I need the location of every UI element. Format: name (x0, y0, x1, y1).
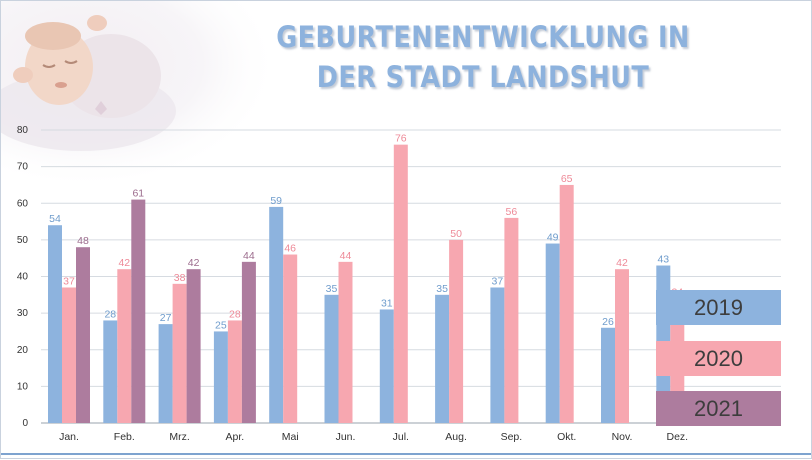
x-tick-label: Sep. (501, 431, 523, 443)
data-label-2019: 31 (381, 297, 393, 309)
bar-2019 (601, 327, 615, 423)
bar-2019 (490, 287, 505, 423)
y-tick-label: 60 (17, 198, 29, 209)
legend-label-2020: 2020 (694, 345, 743, 371)
x-tick-label: Dez. (667, 431, 689, 443)
x-tick-label: Apr. (226, 431, 245, 443)
y-tick-label: 70 (17, 162, 29, 173)
bar-2019 (269, 206, 284, 423)
legend-label-2021: 2021 (694, 395, 743, 421)
bar-2019 (324, 294, 339, 423)
bar-2019 (48, 225, 62, 423)
y-tick-label: 80 (17, 125, 29, 136)
x-tick-label: Mrz. (169, 431, 189, 443)
data-label-2020: 44 (340, 250, 352, 262)
y-tick-label: 0 (22, 418, 28, 429)
bar-2021 (186, 269, 201, 423)
bar-2020 (504, 217, 519, 423)
data-label-2020: 50 (450, 228, 462, 240)
bottom-rule (1, 453, 811, 455)
data-label-2019: 54 (49, 213, 61, 225)
bar-2019 (379, 309, 394, 423)
data-label-2021: 44 (243, 250, 255, 262)
bar-2021 (241, 261, 256, 423)
bar-2020 (117, 269, 132, 423)
bar-2020 (338, 261, 353, 423)
data-label-2020: 38 (174, 272, 186, 284)
y-tick-label: 20 (17, 345, 29, 356)
baby-photo (1, 1, 281, 181)
x-tick-label: Feb. (114, 431, 135, 443)
bar-2019 (103, 320, 118, 423)
data-label-2019: 27 (160, 312, 172, 324)
data-label-2020: 46 (284, 243, 296, 255)
data-label-2020: 42 (118, 257, 130, 269)
bar-2020 (172, 283, 187, 423)
data-label-2019: 26 (602, 316, 614, 328)
y-tick-label: 10 (17, 381, 29, 392)
y-tick-label: 50 (17, 235, 29, 246)
x-tick-label: Okt. (557, 431, 576, 443)
data-label-2019: 35 (326, 283, 338, 295)
bar-2020 (615, 269, 629, 423)
bar-2020 (393, 144, 408, 423)
bar-2020 (283, 254, 298, 423)
chart-title-line-2: DER STADT LANDSHUT (316, 60, 650, 94)
data-label-2020: 37 (63, 275, 75, 287)
x-tick-label: Jun. (336, 431, 356, 443)
data-label-2020: 76 (395, 133, 407, 145)
bar-2019 (213, 331, 228, 423)
legend-2021: 2021 (656, 391, 781, 426)
chart-title-line-1: GEBURTENENTWICKLUNG IN (276, 20, 690, 54)
bar-2019 (435, 294, 450, 423)
data-label-2021: 42 (188, 257, 200, 269)
data-label-2019: 37 (492, 275, 504, 287)
data-label-2019: 35 (436, 283, 448, 295)
bar-2021 (76, 247, 90, 423)
chart-title: GEBURTENENTWICKLUNG IN DER STADT LANDSHU… (263, 17, 703, 97)
y-tick-label: 40 (17, 272, 29, 283)
data-label-2019: 59 (270, 195, 282, 207)
data-label-2020: 56 (506, 206, 518, 218)
legend-2019: 2019 (656, 290, 781, 325)
x-tick-label: Nov. (612, 431, 633, 443)
bar-2020 (227, 320, 242, 423)
data-label-2019: 28 (104, 308, 116, 320)
data-label-2019: 25 (215, 319, 227, 331)
bar-2020 (449, 239, 464, 423)
data-label-2021: 61 (132, 188, 144, 200)
data-label-2020: 42 (616, 257, 628, 269)
bar-2019 (545, 243, 560, 423)
data-label-2020: 28 (229, 308, 241, 320)
bar-2020 (62, 287, 76, 423)
legend-label-2019: 2019 (694, 294, 743, 320)
y-tick-label: 30 (17, 308, 29, 319)
data-label-2019: 49 (547, 232, 559, 244)
legend-2020: 2020 (656, 341, 781, 376)
bar-2019 (158, 324, 173, 423)
data-label-2019: 43 (657, 254, 669, 266)
x-tick-label: Mai (282, 431, 299, 443)
x-tick-label: Aug. (445, 431, 467, 443)
bar-2021 (131, 199, 146, 423)
x-tick-label: Jul. (393, 431, 409, 443)
bar-2020 (559, 184, 574, 423)
data-label-2021: 48 (77, 235, 89, 247)
x-tick-label: Jan. (59, 431, 79, 443)
data-label-2020: 65 (561, 173, 573, 185)
